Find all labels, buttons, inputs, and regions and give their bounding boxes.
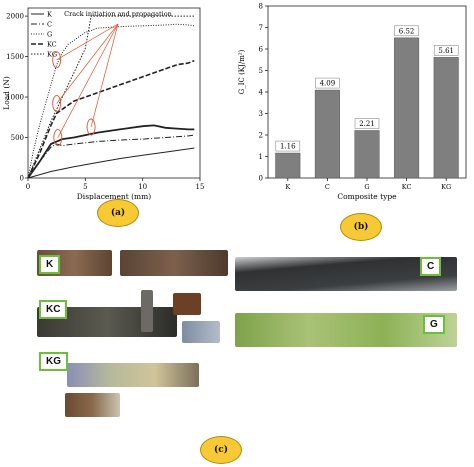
photo-label-kc: KC (39, 300, 68, 319)
bar-c (314, 89, 340, 179)
y-tick-label: 0 (20, 175, 24, 183)
value-label-c: 4.09 (320, 80, 336, 88)
load-displacement-chart-panel: 0 5 10 15 0 500 1000 1500 2000 Displacement (mm) L… (0, 0, 230, 201)
y-tick-label: 1500 (6, 53, 24, 61)
y-tick-label: 500 (11, 134, 24, 142)
bar-k (275, 152, 301, 179)
series-line-kc-thick (27, 124, 195, 179)
photo-label-g: G (423, 315, 445, 334)
bar-kg (433, 57, 459, 179)
y-tick-label: 7 (259, 24, 263, 32)
panel-c-badge: (c) (200, 436, 242, 464)
y-axis-label: G_IC (KJ/m²) (238, 49, 246, 94)
plot-frame (27, 7, 201, 179)
legend-label-g: G (47, 31, 52, 39)
x-tick-label-kg: KG (441, 183, 451, 191)
photo-label-k: K (39, 255, 61, 274)
series-line-kg (27, 15, 195, 179)
y-tick-label: 8 (259, 3, 263, 11)
photo-kg-piece (65, 393, 120, 417)
load-displacement-chart: 0 5 10 15 0 500 1000 1500 2000 Displacement (mm) L… (2, 7, 205, 201)
value-label-box (275, 140, 301, 152)
y-tick-label: 4 (259, 89, 264, 97)
y-tick-label: 6 (259, 46, 264, 54)
crack-marker (52, 51, 62, 69)
crack-arrow (90, 23, 119, 128)
x-tick-label: 10 (138, 183, 147, 191)
crack-arrow (56, 23, 119, 61)
y-tick-label: 0 (259, 175, 263, 183)
legend-label-kc: KC (47, 41, 57, 49)
value-label-k: 1.16 (280, 143, 296, 151)
x-axis-label: Composite type (337, 192, 397, 201)
photo-k-specimen-2 (120, 250, 228, 276)
photo-kg-specimen (67, 363, 199, 387)
value-label-g: 2.21 (359, 120, 375, 128)
photo-kc-piece-2 (182, 321, 220, 343)
legend-label-kg: KG (47, 51, 57, 59)
y-tick-label: 2 (259, 132, 263, 140)
series-line-k (27, 147, 195, 179)
crack-marker (86, 118, 96, 136)
crack-marker (53, 129, 63, 146)
value-label-box (354, 118, 380, 129)
y-axis-label: Load (N) (2, 76, 11, 110)
y-tick-label: 5 (259, 67, 263, 75)
crack-arrow (56, 23, 119, 104)
photo-label-kg: KG (39, 352, 68, 371)
y-tick-label: 3 (259, 110, 263, 118)
value-label-box (433, 45, 459, 56)
series-line-kc (27, 59, 195, 179)
x-tick-label-c: C (325, 183, 330, 191)
photo-kc-flap (141, 290, 153, 332)
photo-label-c: C (420, 257, 442, 276)
value-label-kg: 5.61 (438, 47, 454, 55)
panel-b-badge: (b) (340, 213, 382, 241)
value-label-box (394, 25, 419, 37)
photo-g-specimen (235, 313, 457, 347)
x-tick-label-g: G (364, 183, 369, 191)
bar-kc (394, 37, 420, 179)
bar-g (354, 130, 380, 179)
value-label-kc: 6.52 (399, 27, 415, 35)
x-tick-label-k: K (285, 183, 290, 191)
gic-bar-chart-panel: 0 1 2 3 4 5 6 7 8 1.16 K 4.09 C 2.21 G 6.52 KC 5.61 KG Comp… (234, 0, 474, 210)
x-tick-label-kc: KC (402, 183, 412, 191)
series-line-c (27, 134, 195, 179)
y-tick-label: 1 (259, 153, 263, 161)
specimen-photos-panel: K C KC G KG (35, 245, 465, 435)
legend-label-k: K (47, 11, 52, 19)
x-tick-label: 15 (196, 183, 205, 191)
photo-kc-piece-1 (173, 293, 201, 315)
crack-arrow (57, 23, 119, 138)
x-tick-label: 5 (83, 183, 87, 191)
legend-label-c: C (47, 21, 52, 29)
gic-bar-chart: 0 1 2 3 4 5 6 7 8 1.16 K 4.09 C 2.21 G 6.52 KC 5.61 KG Comp… (238, 3, 467, 201)
x-axis-label: Displacement (mm) (77, 192, 151, 200)
x-tick-label: 0 (26, 183, 30, 191)
y-tick-label: 2000 (6, 13, 24, 21)
value-label-box (315, 77, 340, 89)
chart-annotation: Crack initiation and propagation (64, 10, 172, 18)
y-tick-label: 1000 (6, 94, 24, 102)
panel-a-badge: (a) (97, 199, 139, 227)
crack-marker (52, 95, 62, 112)
